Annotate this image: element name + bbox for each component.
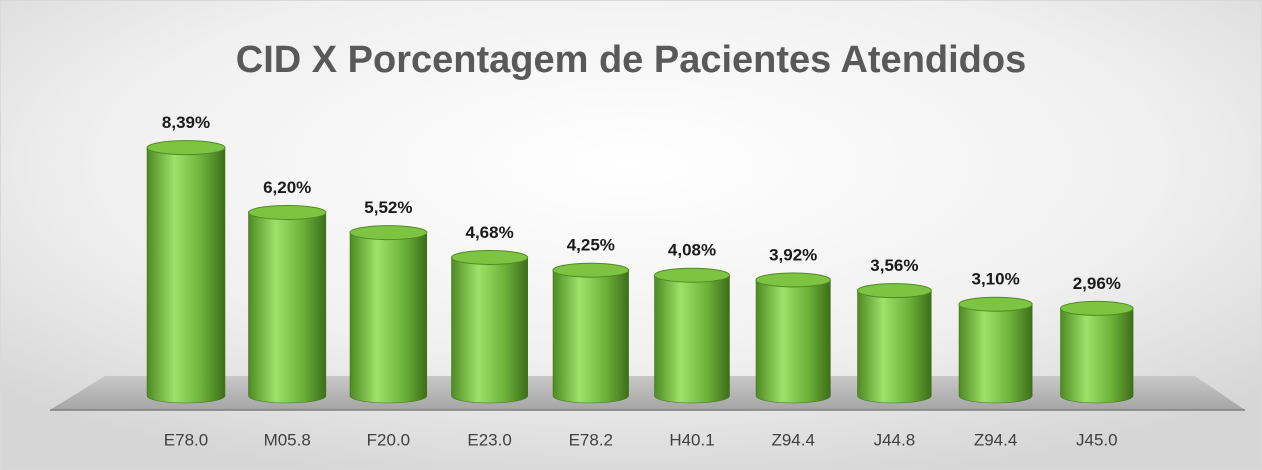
bar <box>349 232 428 404</box>
floor <box>50 376 1245 410</box>
x-tick-label: H40.1 <box>669 430 714 449</box>
bar-top <box>248 204 327 220</box>
bar-top <box>552 262 630 278</box>
x-tick-label: Z94.4 <box>974 430 1017 449</box>
bar <box>451 257 528 404</box>
bar-top <box>654 267 730 283</box>
bar <box>552 269 629 404</box>
bar <box>1060 308 1134 404</box>
bar-top <box>451 249 529 265</box>
value-label: 4,68% <box>465 223 513 242</box>
bar-top <box>1060 300 1134 316</box>
bar <box>248 212 327 404</box>
value-label: 2,96% <box>1073 274 1121 293</box>
value-label: 8,39% <box>162 113 210 132</box>
bar <box>755 279 831 404</box>
value-label: 3,56% <box>870 256 918 275</box>
value-label: 3,92% <box>769 245 817 264</box>
value-label: 4,25% <box>567 236 615 255</box>
x-tick-label: Z94.4 <box>771 430 814 449</box>
value-label: 4,08% <box>668 241 716 260</box>
x-tick-label: J44.8 <box>874 430 916 449</box>
value-label: 6,20% <box>263 178 311 197</box>
x-tick-label: M05.8 <box>264 430 311 449</box>
x-tick-label: E78.0 <box>164 430 208 449</box>
value-label: 3,10% <box>971 270 1019 289</box>
x-tick-label: E78.2 <box>569 430 613 449</box>
bar-top <box>349 225 428 241</box>
value-label: 5,52% <box>364 198 412 217</box>
bar <box>654 274 730 404</box>
bar <box>146 147 226 404</box>
bar-top <box>857 283 932 299</box>
x-tick-label: E23.0 <box>467 430 511 449</box>
bar-top <box>146 140 226 156</box>
bar-top <box>958 296 1033 312</box>
bar-top <box>755 272 831 288</box>
chart-title: CID X Porcentagem de Pacientes Atendidos <box>236 39 1026 81</box>
x-tick-label: J45.0 <box>1076 430 1118 449</box>
bar <box>958 303 1033 404</box>
bar <box>857 290 932 404</box>
x-tick-label: F20.0 <box>367 430 410 449</box>
